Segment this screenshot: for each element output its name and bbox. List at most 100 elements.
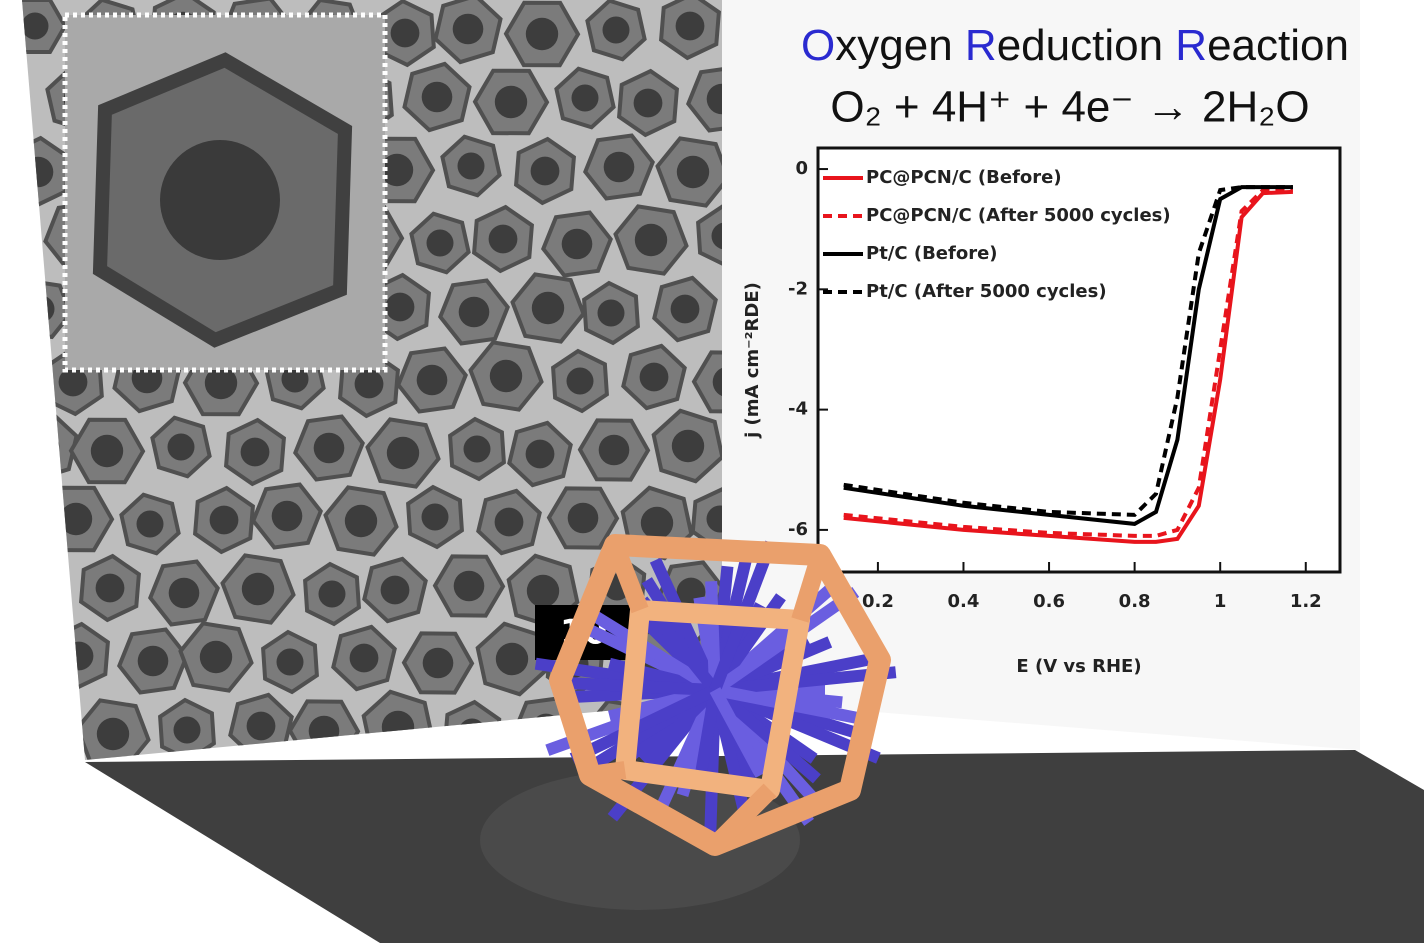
spike (709, 687, 767, 778)
tem-particle-core (381, 710, 415, 744)
tem-particle-core (90, 434, 124, 468)
tem-particle-core (566, 367, 594, 395)
tem-particle-core (453, 570, 485, 602)
tem-particle-core (640, 506, 674, 540)
cage-edge (606, 541, 649, 614)
x-tick-label: 0.6 (1033, 591, 1065, 612)
tem-particle (696, 203, 722, 269)
plot-frame (816, 146, 1342, 574)
series-line (843, 189, 1293, 544)
tem-particle-core (571, 84, 599, 112)
tem-particle-core (95, 573, 125, 603)
tem-particle-core (23, 713, 55, 745)
tem-particle-core (634, 223, 668, 257)
tem-particle-core (240, 437, 270, 467)
tem-particle-core (27, 295, 55, 323)
inset-core (160, 140, 280, 260)
tem-particle-core (421, 503, 449, 531)
legend-label: Pt/C (After 5000 cycles) (866, 281, 1107, 302)
tem-particle-core (313, 432, 345, 464)
tem-particle-core (204, 366, 238, 400)
shadow (480, 770, 800, 910)
chart-title: Oxygen Reduction Reaction (801, 21, 1349, 70)
legend-label: PC@PCN/C (Before) (866, 167, 1062, 188)
cage-frame (549, 534, 891, 856)
tem-particle-core (173, 716, 201, 744)
tem-particle-core (452, 13, 484, 45)
tem-particle (686, 65, 722, 133)
tem-particle-core (199, 640, 233, 674)
tem-particle-core (276, 648, 304, 676)
tem-particle-core (22, 578, 50, 606)
tem-particle-core (458, 718, 486, 746)
x-tick-label: 0.2 (862, 591, 894, 612)
tem-particle-core (495, 642, 529, 676)
tem-particle-core (712, 366, 722, 398)
tem-particle (691, 350, 722, 414)
tem-particle-core (58, 367, 88, 397)
tem-particle-core (136, 510, 164, 538)
tem-particle-core (137, 645, 169, 677)
tem-particle-core (380, 153, 414, 187)
tem-particle-core (64, 641, 94, 671)
tem-particle-core (676, 155, 710, 189)
spike (693, 689, 721, 784)
y-tick-label: 0 (795, 158, 808, 179)
tem-particle-core (633, 88, 663, 118)
legend-label: Pt/C (Before) (866, 243, 998, 264)
x-tick-label: 0.4 (948, 591, 980, 612)
tem-particle-core (422, 647, 454, 679)
cage-edge (588, 761, 627, 784)
tem-particle-core (28, 430, 60, 462)
tem-particle-core (380, 575, 410, 605)
chart: 0.2 0.4 0.6 0.8 1 1.2 0 -2 -4 -6 E (V vs RHE) j (mA… (742, 146, 1342, 677)
tem-particle-core (670, 294, 700, 324)
tem-particle-core (494, 507, 524, 537)
tem-particle-core (390, 18, 420, 48)
cage-edge (708, 783, 777, 852)
tem-particle-core (457, 152, 485, 180)
cage-edge (791, 552, 829, 623)
tem-particle-core (706, 505, 722, 533)
tem-particle (22, 695, 75, 760)
tem-particle-core (426, 229, 454, 257)
cage-model (534, 534, 897, 856)
chart-subtitle: O₂ + 4H⁺ + 4e⁻ → 2H₂O (830, 83, 1309, 132)
tem-particle-core (598, 434, 630, 466)
tem-particle-core (59, 502, 93, 536)
tem-particle-core (675, 11, 705, 41)
tem-particle-core (386, 436, 420, 470)
tem-particle-core (531, 713, 561, 743)
tem-particle-core (209, 505, 239, 535)
tem-particle-core (671, 429, 705, 463)
spike (711, 586, 860, 695)
tem-particle-core (318, 580, 346, 608)
tem-particle-core (489, 359, 523, 393)
tem-particle-core (639, 362, 669, 392)
tem-particle-core (168, 577, 200, 609)
tem-particle-core (421, 81, 453, 113)
tem-particle-core (246, 711, 276, 741)
spike (705, 581, 721, 691)
tem-particle-core (561, 228, 593, 260)
tem-particle-core (349, 643, 379, 673)
tem-particle-core (494, 85, 528, 119)
tem-particle-core (597, 299, 625, 327)
tem-particle-core (241, 572, 275, 606)
tem-particle (22, 560, 67, 624)
x-tick-label: 1 (1214, 591, 1227, 612)
tem-particle-core (525, 439, 555, 469)
tem-particle-core (167, 433, 195, 461)
x-axis-label: E (V vs RHE) (1016, 656, 1141, 677)
tem-particle-core (530, 156, 560, 186)
legend-label: PC@PCN/C (After 5000 cycles) (866, 205, 1171, 226)
tem-particle-core (271, 500, 303, 532)
tem-particle-core (354, 369, 384, 399)
tem-particle-core (526, 574, 560, 608)
tem-particle-core (488, 224, 518, 254)
y-tick-label: -6 (788, 519, 808, 540)
tem-particle-core (22, 156, 54, 188)
spike (569, 684, 718, 765)
